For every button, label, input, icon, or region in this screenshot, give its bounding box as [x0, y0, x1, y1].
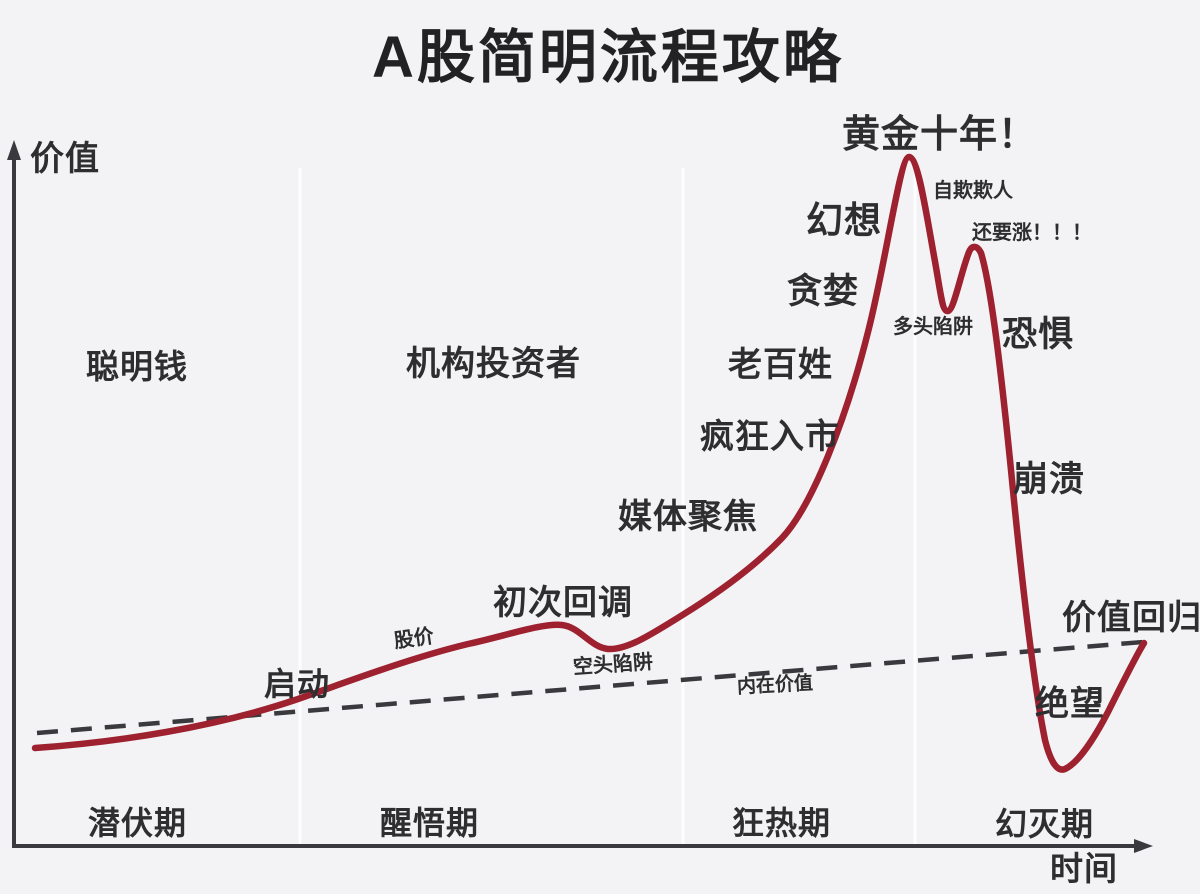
y-axis-arrow-icon: [7, 140, 21, 160]
annotation-greed: 贪婪: [787, 272, 860, 311]
annotation-smart-money: 聪明钱: [86, 348, 188, 385]
annotation-mad-entry: 疯狂入市: [700, 418, 840, 456]
annotation-institutional: 机构投资者: [406, 345, 581, 383]
annotation-denial: 自欺欺人: [933, 180, 1013, 202]
chart-title: A股简明流程攻略: [372, 25, 844, 90]
phase-label-mania: 狂热期: [732, 805, 832, 841]
annotation-first-pullback: 初次回调: [493, 584, 633, 622]
annotation-public: 老百姓: [728, 346, 833, 384]
annotation-value-return: 价值回归: [1062, 599, 1200, 637]
x-axis-arrow-icon: [1134, 839, 1153, 853]
annotation-still-rising: 还要涨！！！: [972, 222, 1092, 244]
annotation-intrinsic-value: 内在价值: [736, 673, 814, 698]
annotation-golden-decade: 黄金十年！: [842, 114, 1038, 156]
annotation-crash: 崩溃: [1013, 460, 1086, 499]
phase-label-blowoff: 幻灭期: [995, 806, 1095, 842]
annotation-delusion: 幻想: [806, 200, 882, 241]
x-axis-label: 时间: [1050, 850, 1118, 887]
annotation-despair: 绝望: [1035, 685, 1105, 723]
annotation-fear: 恐惧: [1002, 315, 1075, 354]
price-curve: [31, 153, 1148, 773]
phase-label-stealth: 潜伏期: [88, 805, 188, 841]
annotation-bull-trap: 多头陷阱: [893, 316, 973, 338]
annotation-launch: 启动: [264, 666, 331, 702]
phase-label-awareness: 醒悟期: [380, 805, 480, 841]
y-axis-label: 价值: [30, 140, 100, 178]
annotation-media-focus: 媒体聚焦: [618, 498, 758, 536]
